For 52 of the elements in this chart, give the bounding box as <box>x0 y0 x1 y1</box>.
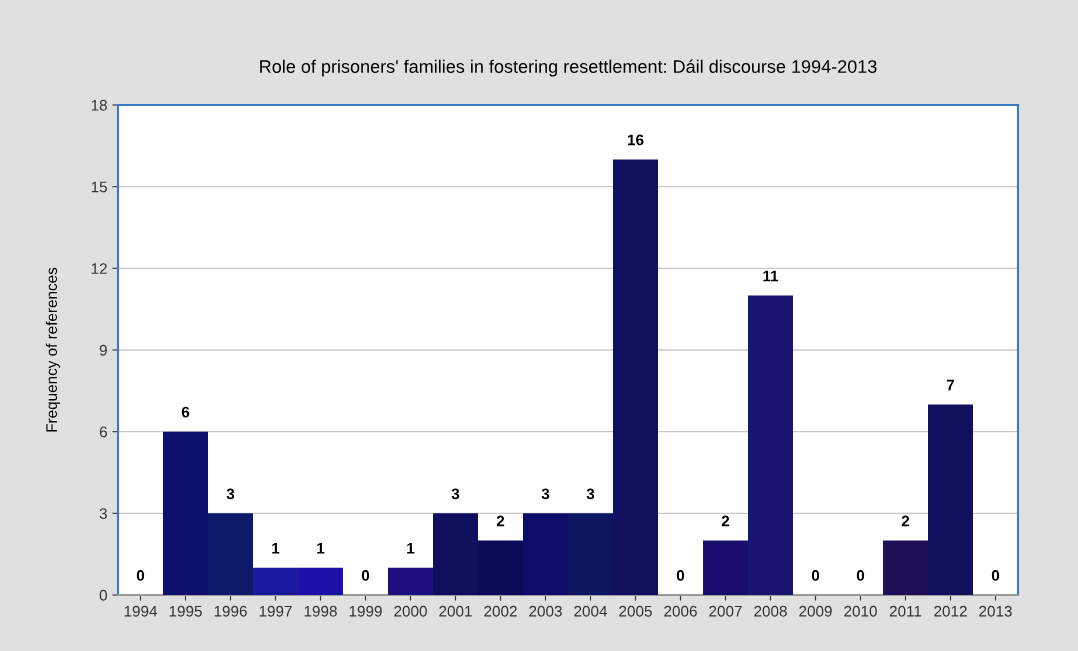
y-axis-title: Frequency of references <box>45 267 61 432</box>
data-label: 3 <box>541 488 550 500</box>
data-label: 2 <box>721 515 730 527</box>
data-label: 16 <box>627 134 644 146</box>
y-tick-label: 6 <box>99 426 107 438</box>
x-tick-label: 2006 <box>664 605 697 617</box>
x-tick-label: 1995 <box>169 605 202 617</box>
data-label: 0 <box>811 570 820 581</box>
data-label: 0 <box>991 570 1000 581</box>
data-label: 0 <box>136 570 145 581</box>
data-label: 0 <box>856 570 865 581</box>
data-label: 7 <box>946 379 955 391</box>
x-tick-label: 2009 <box>799 605 832 617</box>
y-tick-label: 9 <box>99 344 107 356</box>
x-tick-label: 1999 <box>349 605 382 617</box>
x-tick-label: 1998 <box>304 605 337 617</box>
bar <box>928 404 973 595</box>
data-label: 3 <box>226 488 235 500</box>
x-tick-label: 2010 <box>844 605 877 617</box>
data-label: 3 <box>451 488 460 500</box>
data-label: 1 <box>407 542 415 554</box>
x-tick-label: 2008 <box>754 605 787 617</box>
data-label: 1 <box>272 542 280 554</box>
data-label: 2 <box>901 515 910 527</box>
x-tick-label: 2011 <box>889 605 922 617</box>
chart-title: Role of prisoners' families in fostering resettlement: Dáil discourse 1994-2013 <box>260 59 877 77</box>
data-label: 11 <box>763 270 779 282</box>
x-tick-label: 2013 <box>979 605 1012 617</box>
bar <box>388 567 433 595</box>
x-tick-label: 1994 <box>124 605 158 617</box>
y-tick-label: 0 <box>99 589 107 601</box>
x-tick-label: 2003 <box>529 605 562 617</box>
y-tick-label: 18 <box>91 99 107 111</box>
data-label: 0 <box>361 570 370 581</box>
bar <box>883 540 928 595</box>
x-tick-label: 2000 <box>394 605 427 617</box>
data-label: 6 <box>181 406 190 418</box>
x-tick-label: 2002 <box>484 605 517 617</box>
x-tick-label: 2005 <box>619 605 652 617</box>
y-tick-label: 12 <box>91 263 107 274</box>
x-tick-label: 2007 <box>709 605 742 617</box>
data-label: 1 <box>317 542 325 554</box>
data-label: 0 <box>676 570 685 581</box>
x-tick-label: 2001 <box>439 605 472 617</box>
data-label: 3 <box>586 488 595 500</box>
x-tick-label: 1997 <box>259 605 292 617</box>
y-tick-label: 3 <box>99 508 107 520</box>
x-tick-label: 2012 <box>934 605 967 617</box>
y-tick-label: 15 <box>91 181 107 193</box>
x-tick-label: 2004 <box>574 605 608 617</box>
data-label: 2 <box>496 515 505 527</box>
x-tick-label: 1996 <box>214 605 247 617</box>
